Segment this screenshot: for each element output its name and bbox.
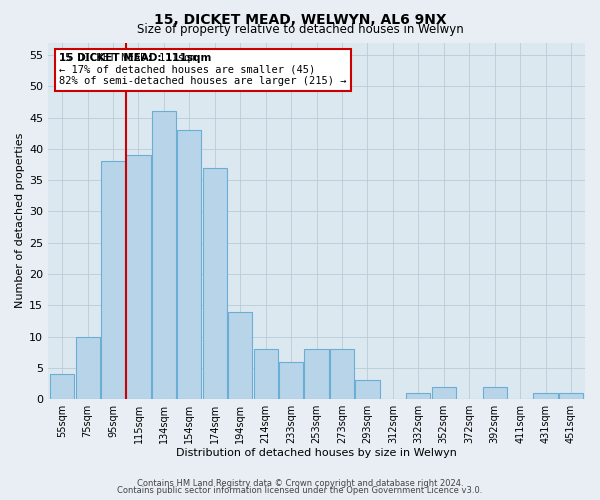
Text: 15, DICKET MEAD, WELWYN, AL6 9NX: 15, DICKET MEAD, WELWYN, AL6 9NX [154,12,446,26]
Bar [50,374,74,399]
Bar [330,349,354,399]
Bar [101,162,125,399]
Bar [228,312,253,399]
Text: Contains HM Land Registry data © Crown copyright and database right 2024.: Contains HM Land Registry data © Crown c… [137,478,463,488]
Bar [304,349,329,399]
Text: 15 DICKET MEAD: 111sqm
← 17% of detached houses are smaller (45)
82% of semi-det: 15 DICKET MEAD: 111sqm ← 17% of detached… [59,53,346,86]
Text: Contains public sector information licensed under the Open Government Licence v3: Contains public sector information licen… [118,486,482,495]
Bar [482,386,507,399]
Y-axis label: Number of detached properties: Number of detached properties [15,133,25,308]
Bar [533,393,557,399]
Bar [559,393,583,399]
X-axis label: Distribution of detached houses by size in Welwyn: Distribution of detached houses by size … [176,448,457,458]
Bar [76,336,100,399]
Text: Size of property relative to detached houses in Welwyn: Size of property relative to detached ho… [137,22,463,36]
Bar [254,349,278,399]
Bar [406,393,430,399]
Bar [127,155,151,399]
Bar [355,380,380,399]
Bar [203,168,227,399]
Bar [279,362,303,399]
Text: 15 DICKET MEAD: 111sqm: 15 DICKET MEAD: 111sqm [59,53,211,63]
Bar [177,130,202,399]
Bar [432,386,456,399]
Bar [152,112,176,399]
